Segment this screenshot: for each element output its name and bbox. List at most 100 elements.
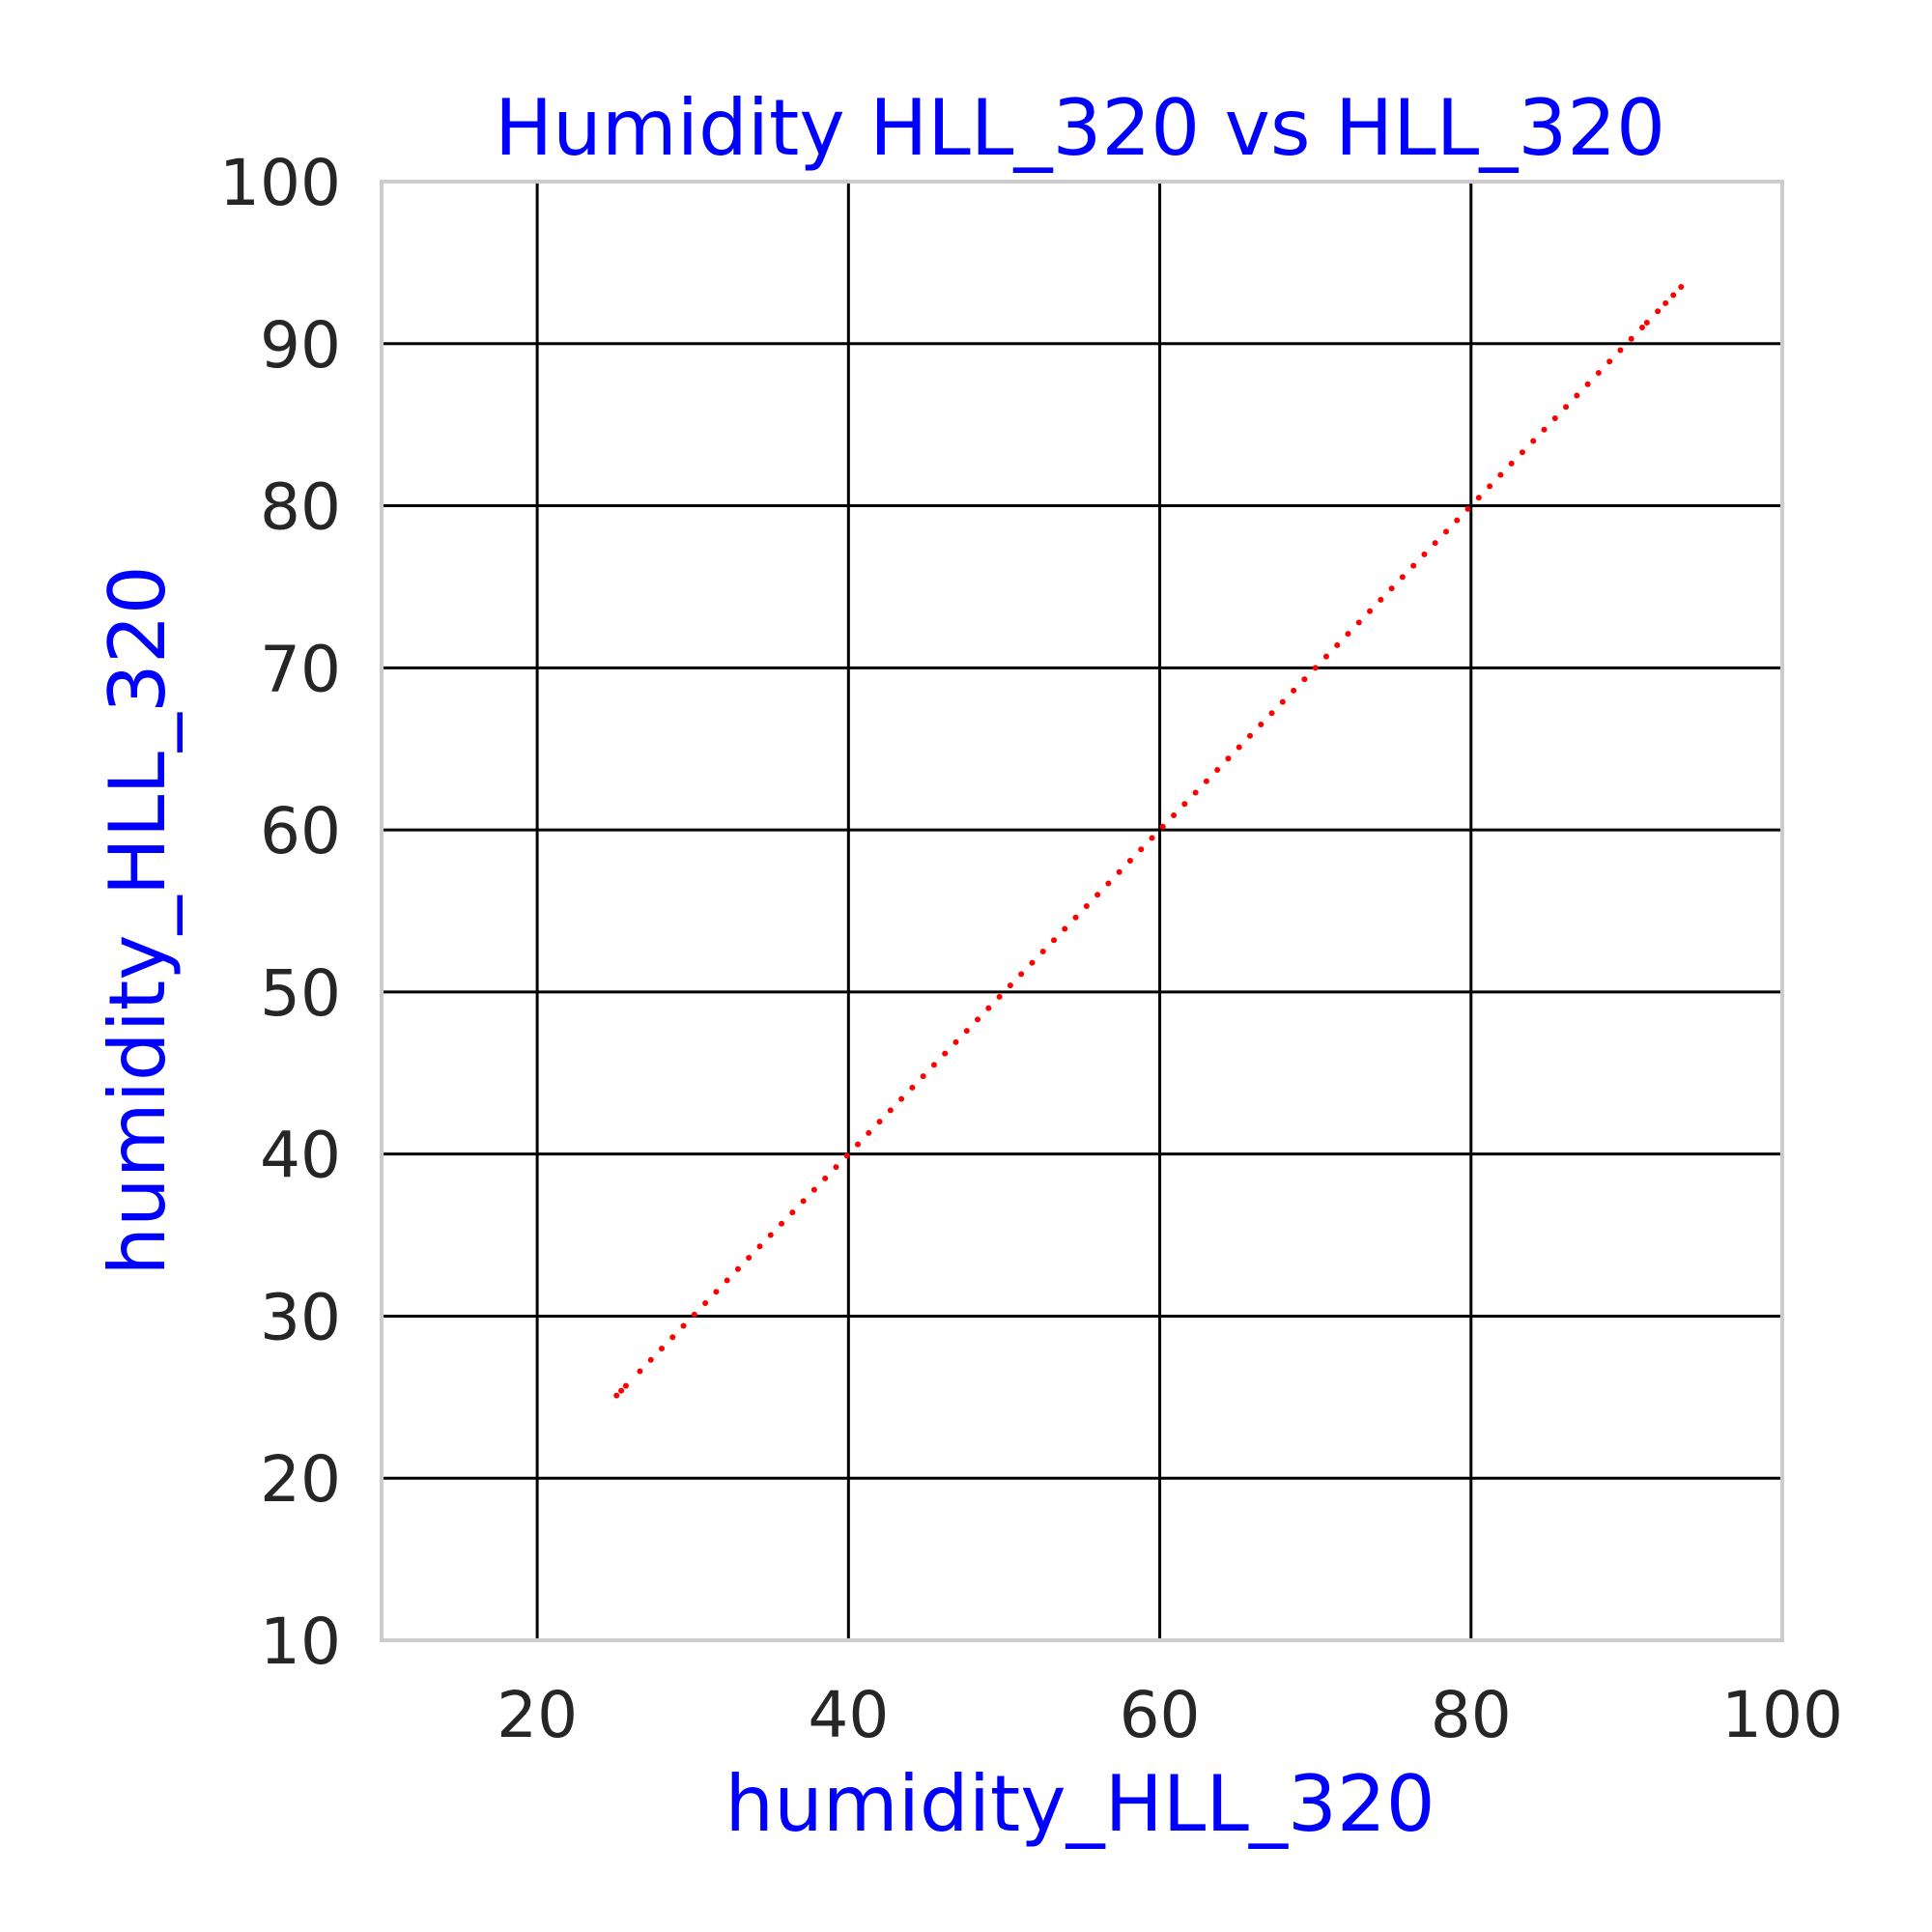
scatter-point xyxy=(975,1016,981,1023)
scatter-point xyxy=(618,1387,625,1394)
scatter-point xyxy=(1662,299,1669,306)
y-tick-label: 40 xyxy=(260,1119,341,1193)
scatter-point xyxy=(1655,308,1662,315)
scatter-point xyxy=(1410,562,1417,569)
scatter-point xyxy=(887,1107,894,1114)
scatter-point xyxy=(1643,319,1650,326)
scatter-point xyxy=(909,1084,916,1091)
scatter-point xyxy=(1508,460,1515,467)
scatter-point xyxy=(1039,948,1046,954)
scatter-point xyxy=(1399,574,1406,581)
scatter-point xyxy=(898,1095,905,1102)
scatter-point xyxy=(1018,971,1025,978)
scatter-point xyxy=(942,1050,949,1057)
scatter-point xyxy=(1159,823,1166,830)
scatter-point xyxy=(1029,959,1036,966)
scatter-point xyxy=(1345,631,1351,638)
scatter-point xyxy=(833,1164,839,1171)
scatter-point xyxy=(1312,665,1319,671)
scatter-point xyxy=(1639,325,1645,330)
x-tick-labels: 20 40 60 80 100 xyxy=(497,1678,1843,1752)
scatter-point xyxy=(1225,755,1232,762)
scatter-point xyxy=(1291,687,1297,694)
scatter-points xyxy=(613,284,1685,1399)
scatter-point xyxy=(810,1186,817,1193)
plot-frame xyxy=(380,180,1784,1642)
y-tick-label: 90 xyxy=(260,308,341,383)
scatter-point xyxy=(1236,744,1242,751)
scatter-point xyxy=(734,1265,741,1272)
scatter-point xyxy=(996,993,1003,1000)
scatter-point xyxy=(822,1175,829,1181)
x-tick-label: 80 xyxy=(1431,1678,1512,1752)
scatter-point xyxy=(920,1073,926,1080)
scatter-point xyxy=(800,1198,807,1205)
scatter-point xyxy=(1617,347,1624,354)
scatter-point xyxy=(637,1368,643,1375)
scatter-point xyxy=(1279,698,1286,705)
scatter-point xyxy=(1606,358,1613,365)
y-tick-label: 30 xyxy=(260,1280,341,1354)
scatter-point xyxy=(855,1141,861,1148)
scatter-point xyxy=(1378,596,1384,603)
scatter-point xyxy=(1192,789,1199,796)
scatter-point xyxy=(1367,608,1374,614)
scatter-point xyxy=(659,1346,665,1351)
scatter-point xyxy=(1268,710,1275,717)
scatter-point xyxy=(680,1322,687,1329)
y-axis-label: humidity_HLL_320 xyxy=(93,565,183,1275)
scatter-point xyxy=(1247,732,1253,739)
x-tick-label: 20 xyxy=(497,1678,578,1752)
scatter-point xyxy=(622,1382,629,1389)
y-tick-label: 60 xyxy=(260,794,341,868)
scatter-point xyxy=(691,1311,697,1318)
scatter-point xyxy=(1432,540,1438,547)
scatter-point xyxy=(1126,857,1133,864)
scatter-point xyxy=(866,1129,872,1136)
y-tick-label: 10 xyxy=(260,1605,341,1679)
x-tick-label: 40 xyxy=(808,1678,889,1752)
scatter-point xyxy=(963,1028,970,1035)
scatter-point xyxy=(1678,284,1685,291)
scatter-point xyxy=(702,1300,709,1307)
scatter-point xyxy=(1497,471,1504,478)
scatter-point xyxy=(789,1209,796,1216)
scatter-point xyxy=(843,1152,850,1159)
scatter-point xyxy=(1595,369,1602,376)
scatter-point xyxy=(1051,937,1057,944)
scatter-point xyxy=(1670,292,1677,298)
x-tick-label: 100 xyxy=(1721,1678,1843,1752)
scatter-point xyxy=(952,1038,959,1045)
scatter-point xyxy=(1475,495,1482,501)
scatter-point xyxy=(930,1062,937,1068)
scatter-point xyxy=(1094,892,1101,898)
scatter-point xyxy=(713,1289,720,1295)
scatter-point xyxy=(669,1334,676,1341)
scatter-point xyxy=(1203,778,1209,784)
y-tick-label: 70 xyxy=(260,632,341,706)
scatter-point xyxy=(767,1232,774,1238)
scatter-point xyxy=(1628,335,1634,342)
y-tick-label: 50 xyxy=(260,956,341,1031)
scatter-point xyxy=(1551,414,1558,421)
scatter-point xyxy=(1072,914,1079,921)
chart-title: Humidity HLL_320 vs HLL_320 xyxy=(495,83,1665,173)
scatter-point xyxy=(1258,722,1264,728)
grid-lines xyxy=(382,182,1782,1640)
scatter-point xyxy=(876,1119,883,1125)
scatter-point xyxy=(613,1392,620,1399)
scatter-point xyxy=(746,1255,753,1262)
scatter-point xyxy=(1454,517,1461,524)
scatter-point xyxy=(1355,619,1362,626)
scatter-point xyxy=(1138,846,1145,853)
scatter-point xyxy=(1214,767,1221,774)
scatter-point xyxy=(1421,551,1428,557)
scatter-point xyxy=(1171,812,1178,819)
scatter-point xyxy=(1519,449,1525,456)
scatter-point xyxy=(1574,392,1580,399)
scatter-point xyxy=(1464,505,1471,512)
scatter-point xyxy=(756,1243,763,1250)
scatter-point xyxy=(1116,868,1122,875)
